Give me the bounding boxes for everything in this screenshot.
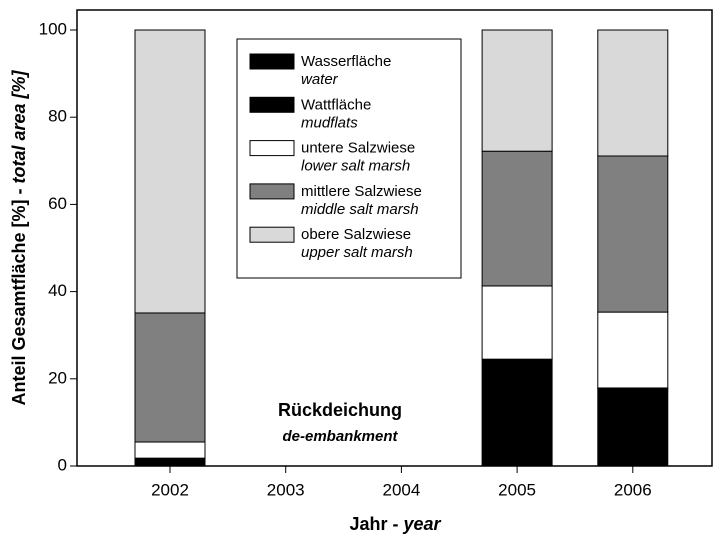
legend-label-en: middle salt marsh — [301, 201, 419, 218]
legend-label: Wattfläche — [301, 96, 371, 113]
y-tick-label: 60 — [48, 194, 67, 213]
bar-segment — [597, 387, 669, 467]
annotation-en: de-embankment — [282, 428, 398, 445]
y-axis-label: Anteil Gesamtfläche [%] - total area [%] — [9, 69, 29, 405]
x-tick-label: 2005 — [498, 480, 536, 499]
legend-swatch — [249, 140, 295, 157]
bar-segment — [597, 155, 669, 313]
bar-segment — [597, 29, 669, 157]
x-tick-label: 2002 — [151, 480, 189, 499]
annotation: Rückdeichung — [278, 400, 402, 420]
legend-label-en: water — [301, 71, 339, 88]
legend-label: Wasserfläche — [301, 53, 391, 70]
x-tick-label: 2006 — [614, 480, 652, 499]
bar-segment — [481, 358, 553, 467]
bar-segment — [481, 150, 553, 287]
bar-segment — [134, 441, 206, 459]
legend-label: mittlere Salzwiese — [301, 183, 422, 200]
x-label-de: Jahr - — [349, 514, 403, 534]
legend-label-en: lower salt marsh — [301, 158, 410, 175]
y-label-de: Anteil Gesamtfläche [%] - — [9, 183, 29, 405]
bar-segment — [134, 312, 206, 443]
x-axis-label: Jahr - year — [349, 514, 441, 534]
y-tick-label: 0 — [58, 455, 67, 474]
y-tick-label: 40 — [48, 281, 67, 300]
legend-swatch — [249, 53, 295, 70]
legend-swatch — [249, 226, 295, 243]
y-label-en: total area [%] — [9, 69, 29, 183]
bar-segment — [134, 457, 206, 467]
plot-frame — [76, 9, 713, 467]
x-tick-label: 2003 — [267, 480, 305, 499]
bar-segment — [481, 29, 553, 152]
legend-swatch — [249, 96, 295, 113]
legend-label-en: upper salt marsh — [301, 244, 413, 261]
y-tick-label: 20 — [48, 368, 67, 387]
bar-segment — [481, 285, 553, 360]
y-tick-label: 80 — [48, 107, 67, 126]
legend-swatch — [249, 183, 295, 200]
bar-segment — [134, 29, 206, 314]
x-tick-label: 2004 — [382, 480, 420, 499]
legend-label: obere Salzwiese — [301, 226, 411, 243]
legend-label: untere Salzwiese — [301, 140, 415, 157]
bar-segment — [597, 311, 669, 389]
y-tick-label: 100 — [39, 19, 67, 38]
legend-label-en: mudflats — [301, 114, 358, 131]
x-label-en: year — [402, 514, 441, 534]
